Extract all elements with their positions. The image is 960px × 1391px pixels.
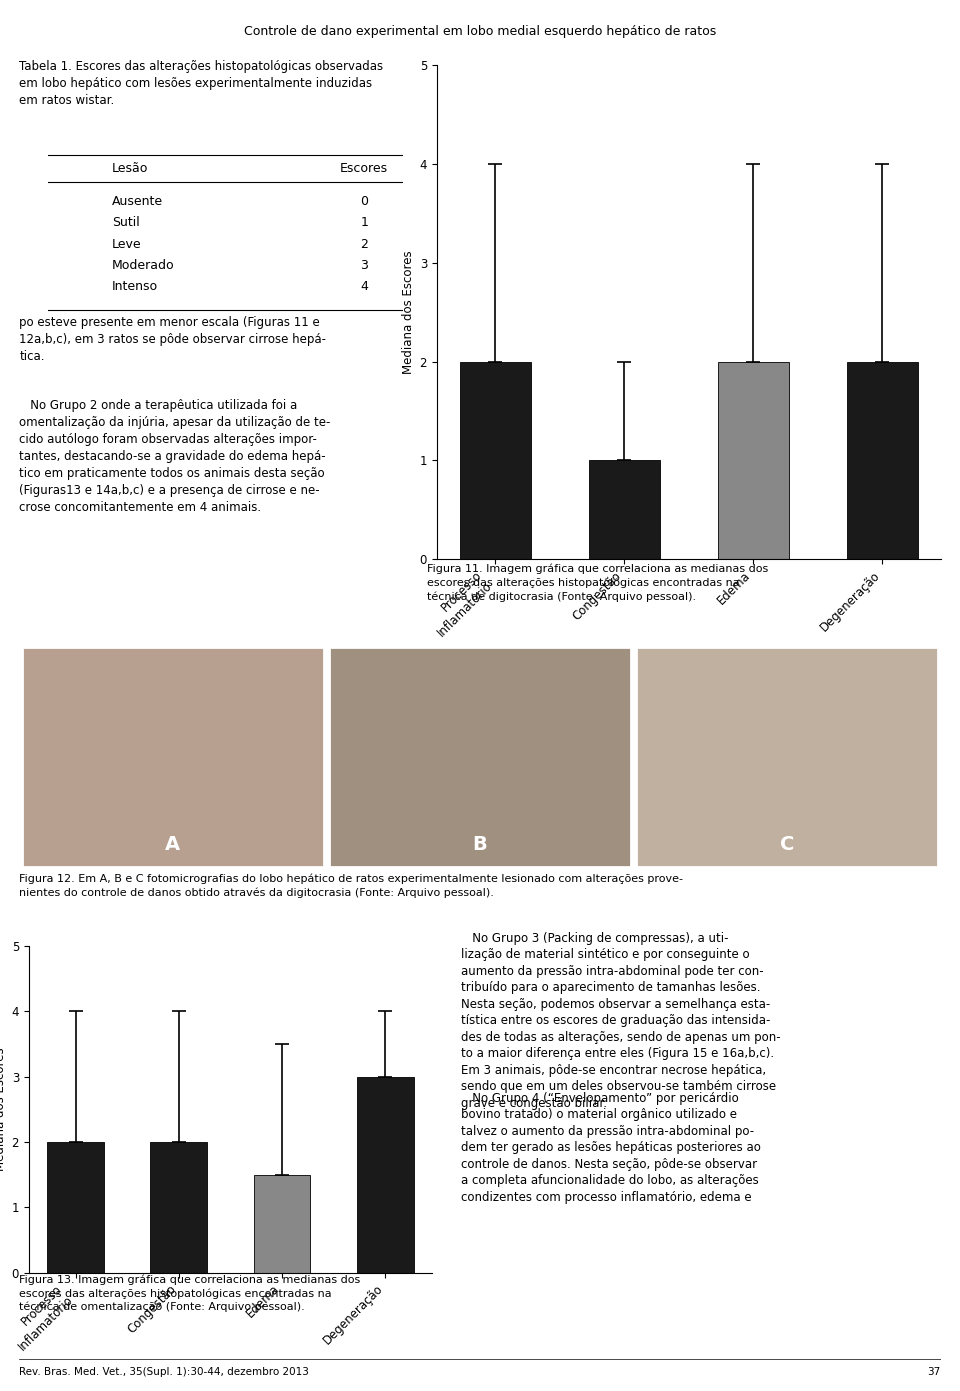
Text: A: A: [165, 835, 180, 854]
Text: Lesão: Lesão: [112, 161, 148, 175]
Bar: [460, 362, 531, 559]
Text: Controle de dano experimental em lobo medial esquerdo hepático de ratos: Controle de dano experimental em lobo me…: [244, 25, 716, 39]
Bar: [329, 647, 631, 867]
Text: 4: 4: [361, 280, 369, 294]
Text: No Grupo 3 (Packing de compressas), a uti-
lização de material sintético e por c: No Grupo 3 (Packing de compressas), a ut…: [461, 932, 780, 1110]
Text: 2: 2: [361, 238, 369, 250]
Bar: [151, 1142, 207, 1273]
Bar: [47, 1142, 104, 1273]
Text: Tabela 1. Escores das alterações histopatológicas observadas
em lobo hepático co: Tabela 1. Escores das alterações histopa…: [19, 60, 383, 107]
Bar: [22, 647, 324, 867]
Text: C: C: [780, 835, 794, 854]
Text: Rev. Bras. Med. Vet., 35(Supl. 1):30-44, dezembro 2013: Rev. Bras. Med. Vet., 35(Supl. 1):30-44,…: [19, 1367, 309, 1377]
Text: Sutil: Sutil: [112, 216, 140, 230]
Text: B: B: [472, 835, 488, 854]
Text: 37: 37: [927, 1367, 941, 1377]
Bar: [588, 460, 660, 559]
Text: Figura 13. Imagem gráfica que correlaciona as medianas dos
escores das alteraçõe: Figura 13. Imagem gráfica que correlacio…: [19, 1274, 360, 1313]
Text: 0: 0: [361, 195, 369, 207]
Bar: [357, 1077, 414, 1273]
Text: Intenso: Intenso: [112, 280, 158, 294]
Text: Ausente: Ausente: [112, 195, 163, 207]
Bar: [718, 362, 789, 559]
Text: 3: 3: [361, 259, 369, 271]
Bar: [253, 1174, 310, 1273]
Text: Escores: Escores: [339, 161, 388, 175]
Text: No Grupo 4 (“Envelopamento” por pericárdio
bovino tratado) o material orgânico u: No Grupo 4 (“Envelopamento” por pericárd…: [461, 1092, 760, 1205]
Text: po esteve presente em menor escala (Figuras 11 e
12a,b,c), em 3 ratos se pôde ob: po esteve presente em menor escala (Figu…: [19, 316, 326, 363]
Y-axis label: Mediana dos Escores: Mediana dos Escores: [402, 250, 416, 374]
Text: Figura 11. Imagem gráfica que correlaciona as medianas dos
escores das alteraçõe: Figura 11. Imagem gráfica que correlacio…: [427, 563, 768, 602]
Y-axis label: Mediana dos Escores: Mediana dos Escores: [0, 1047, 8, 1171]
Text: Leve: Leve: [112, 238, 141, 250]
Text: 1: 1: [361, 216, 369, 230]
Bar: [636, 647, 938, 867]
Text: No Grupo 2 onde a terapêutica utilizada foi a
omentalização da injúria, apesar d: No Grupo 2 onde a terapêutica utilizada …: [19, 399, 330, 515]
Text: Figura 12. Em A, B e C fotomicrografias do lobo hepático de ratos experimentalme: Figura 12. Em A, B e C fotomicrografias …: [19, 874, 684, 899]
Bar: [847, 362, 918, 559]
Text: Moderado: Moderado: [112, 259, 175, 271]
